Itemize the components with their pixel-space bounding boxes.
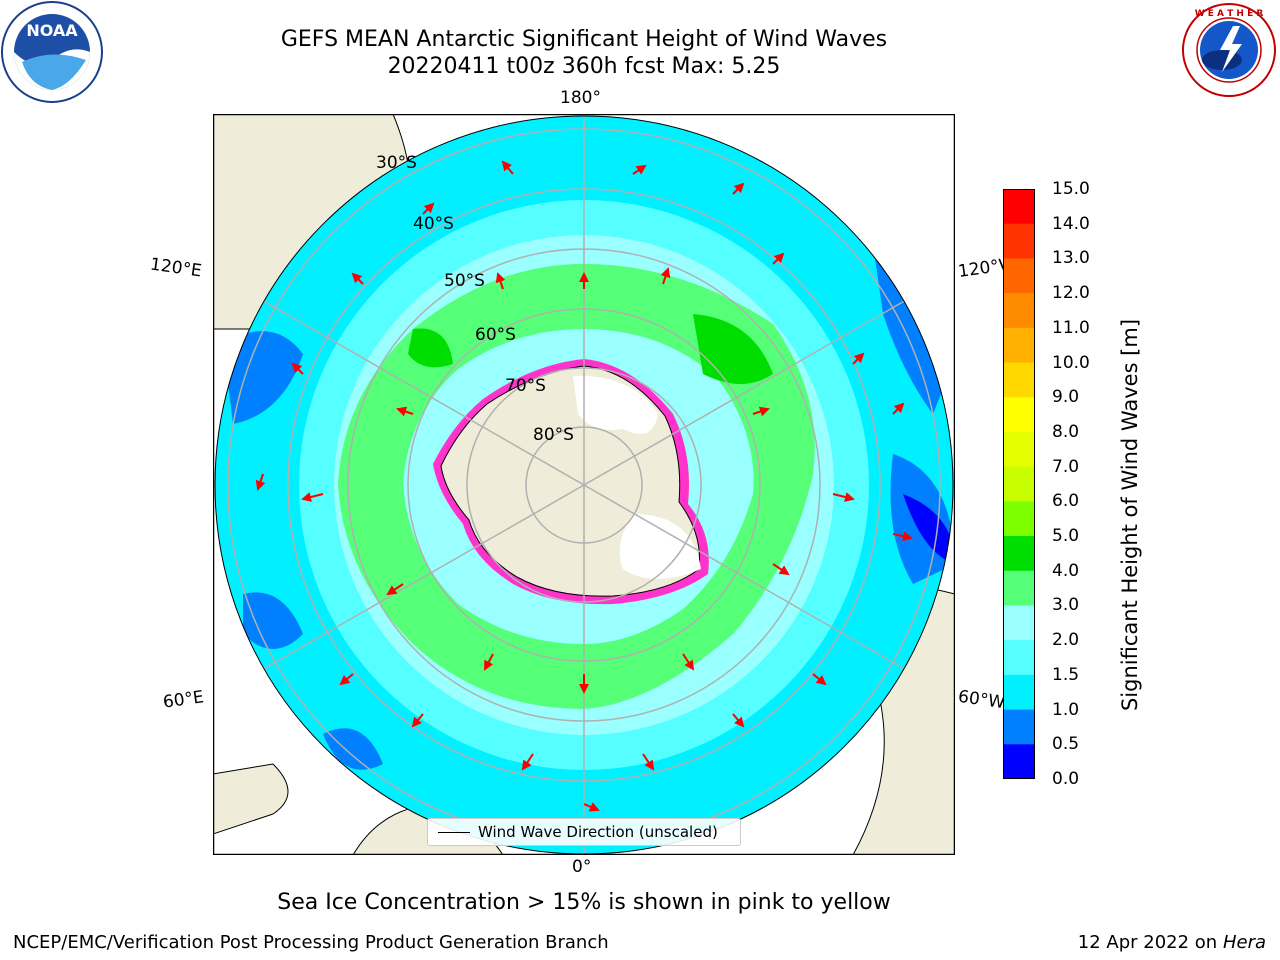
parallel-label-80s: 80°S <box>533 425 574 445</box>
colorbar-tick-label: 14.0 <box>1052 213 1090 234</box>
colorbar-label: Significant Height of Wind Waves [m] <box>1118 318 1142 712</box>
colorbar-segment <box>1003 536 1035 572</box>
colorbar-segment <box>1003 744 1035 779</box>
colorbar-tick-label: 0.0 <box>1052 769 1080 789</box>
footer-date: 12 Apr 2022 on Hera <box>1077 932 1266 953</box>
polar-map <box>213 114 955 855</box>
colorbar-segment <box>1003 397 1035 433</box>
colorbar-segment <box>1003 327 1035 364</box>
meridian-label-60e: 60°E <box>161 687 206 713</box>
map-title: GEFS MEAN Antarctic Significant Height o… <box>280 27 888 52</box>
noaa-logo-text: NOAA <box>26 21 78 40</box>
map-legend: Wind Wave Direction (unscaled) <box>427 818 741 846</box>
legend-line-sample <box>438 832 470 833</box>
colorbar <box>1003 189 1035 779</box>
colorbar-tick-label: 11.0 <box>1052 317 1090 338</box>
parallel-label-50s: 50°S <box>444 271 485 291</box>
colorbar-segment <box>1003 501 1035 537</box>
colorbar-tick-label: 5.0 <box>1052 526 1080 547</box>
colorbar-segment <box>1003 223 1035 259</box>
colorbar-tick-label: 1.5 <box>1052 664 1080 685</box>
colorbar-tick-label: 15.0 <box>1052 179 1090 199</box>
colorbar-tick-label: 8.0 <box>1052 421 1080 442</box>
colorbar-segment <box>1003 362 1035 398</box>
footer-host: Hera <box>1222 932 1266 953</box>
svg-text:W E A T H E R: W E A T H E R <box>1195 9 1264 19</box>
colorbar-segment <box>1003 674 1035 711</box>
colorbar-segment <box>1003 431 1035 468</box>
colorbar-segment <box>1003 258 1035 294</box>
nws-logo: W E A T H E R <box>1182 3 1276 97</box>
legend-label: Wind Wave Direction (unscaled) <box>478 823 718 841</box>
noaa-logo: NOAA <box>1 1 103 103</box>
colorbar-tick-label: 3.0 <box>1052 595 1080 616</box>
colorbar-segment <box>1003 466 1035 502</box>
meridian-label-120e: 120°E <box>148 254 203 282</box>
colorbar-border <box>1003 189 1035 779</box>
meridian-label-180: 180° <box>560 88 601 108</box>
footer-branch: NCEP/EMC/Verification Post Processing Pr… <box>13 932 609 953</box>
parallel-label-60s: 60°S <box>475 325 516 345</box>
colorbar-tick-label: 6.0 <box>1052 491 1080 512</box>
sea-ice-caption: Sea Ice Concentration > 15% is shown in … <box>277 890 891 915</box>
parallel-label-70s: 70°S <box>505 376 546 396</box>
colorbar-segment <box>1003 293 1035 329</box>
colorbar-segment <box>1003 570 1035 606</box>
meridian-label-0: 0° <box>572 857 592 877</box>
colorbar-tick-label: 9.0 <box>1052 387 1080 408</box>
colorbar-segment <box>1003 189 1035 225</box>
colorbar-tick-label: 12.0 <box>1052 283 1090 304</box>
map-subtitle: 20220411 t00z 360h fcst Max: 5.25 <box>387 54 781 79</box>
colorbar-segment <box>1003 605 1035 641</box>
colorbar-tick-label: 10.0 <box>1052 352 1090 373</box>
meridian-label-60w: 60°W <box>956 686 1007 714</box>
colorbar-segment <box>1003 640 1035 676</box>
colorbar-tick-label: 1.0 <box>1052 699 1080 720</box>
colorbar-tick-label: 0.5 <box>1052 734 1080 755</box>
colorbar-tick-label: 4.0 <box>1052 560 1080 581</box>
colorbar-tick-label: 13.0 <box>1052 248 1090 269</box>
colorbar-segment <box>1003 709 1035 745</box>
parallel-label-40s: 40°S <box>413 214 454 234</box>
parallel-label-30s: 30°S <box>376 153 417 173</box>
colorbar-tick-label: 2.0 <box>1052 630 1080 651</box>
colorbar-tick-label: 7.0 <box>1052 456 1080 477</box>
